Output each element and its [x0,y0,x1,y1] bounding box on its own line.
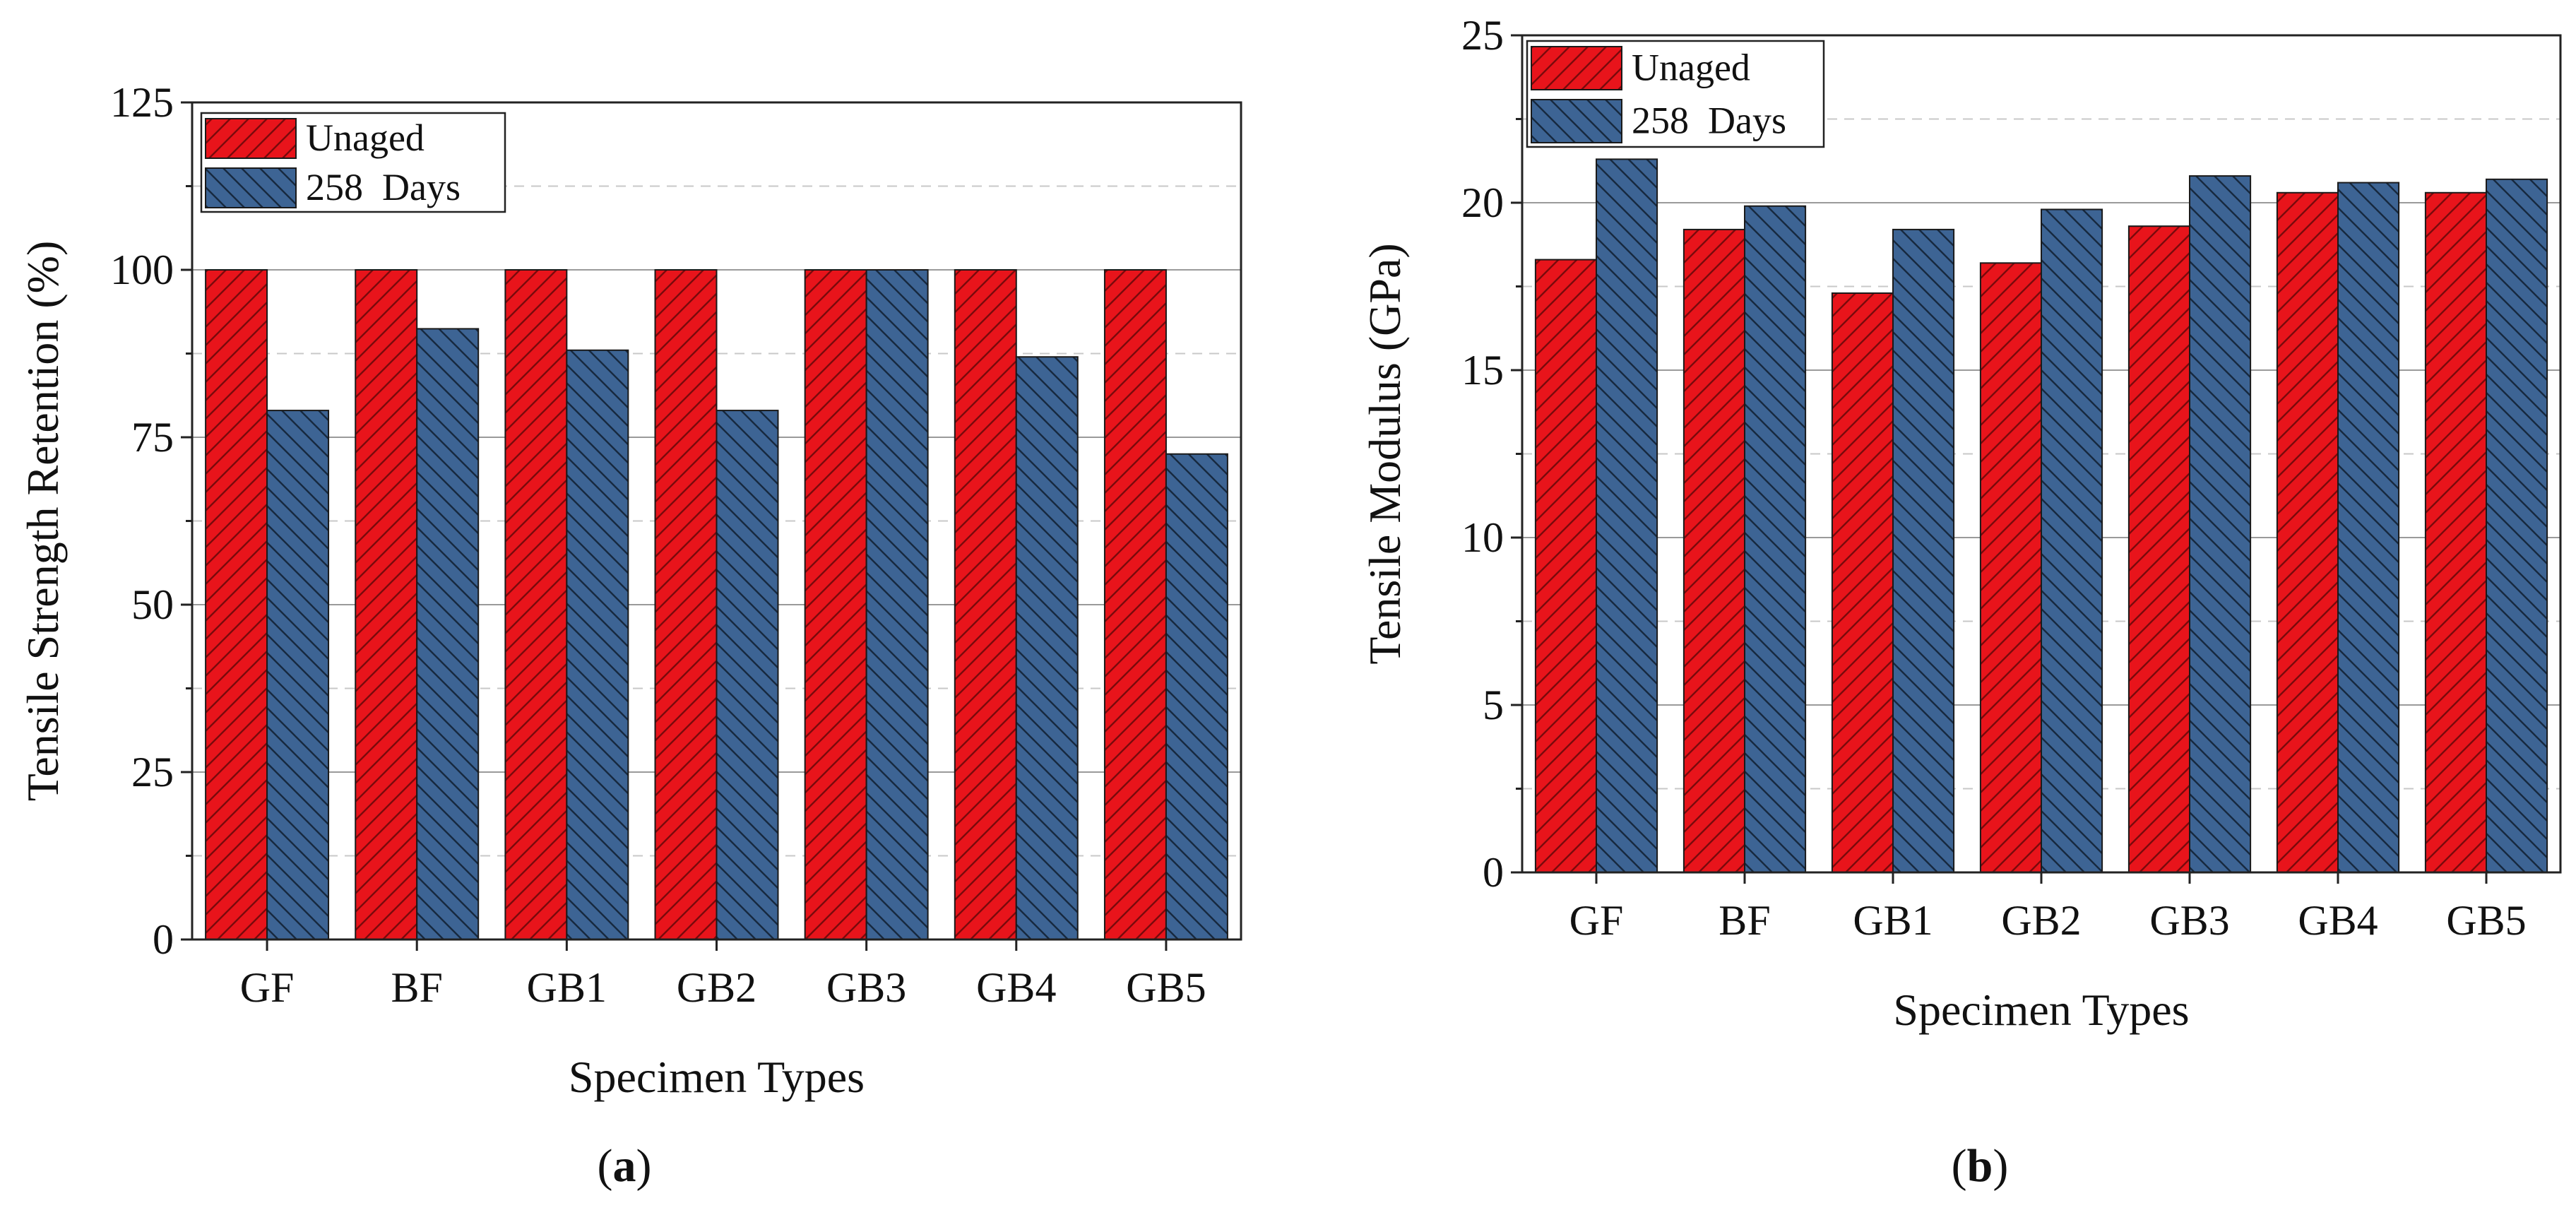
x-tick-label: GF [1569,897,1624,944]
bar-aged-gb3 [865,269,929,940]
bar-aged-gb1 [1892,228,1955,874]
bar-aged-gb2 [716,410,779,940]
bar-aged-gb4 [1015,356,1079,940]
legend: Unaged 258 Days [200,112,506,213]
bar-aged-gb5 [2486,178,2548,873]
legend-swatch-aged [205,167,297,208]
caption-letter: b [1967,1140,1993,1192]
y-tick-label: 10 [1461,514,1504,561]
bar-unaged-gb1 [1831,292,1894,874]
legend-swatch-unaged [205,118,297,159]
bar-unaged-gb3 [804,269,867,940]
legend-label-aged: 258 Days [306,166,461,208]
y-tick-label: 100 [110,247,174,293]
bar-unaged-gb2 [654,269,718,940]
y-tick-label: 20 [1461,179,1504,226]
legend-swatch-unaged [1531,46,1622,90]
x-axis-label: Specimen Types [1893,985,2189,1035]
x-tick-label: GB3 [826,964,906,1011]
y-tick-label: 15 [1461,347,1504,393]
bar-aged-gb3 [2189,175,2252,873]
x-tick-label: GB3 [2149,897,2229,944]
caption-open-paren: ( [598,1140,613,1192]
panel-caption: (b) [1952,1140,2009,1192]
x-tick-label: GB2 [2001,897,2081,944]
x-axis-label: Specimen Types [569,1052,865,1102]
bar-aged-gb1 [566,349,629,940]
caption-close-paren: ) [636,1140,652,1192]
x-tick-label: BF [391,964,443,1011]
x-tick-label: GB1 [527,964,607,1011]
y-tick-label: 125 [110,79,174,126]
bar-aged-gb4 [2337,182,2400,873]
bar-aged-gb2 [2041,208,2103,874]
x-tick-label: GB4 [976,964,1056,1011]
bar-unaged-gb4 [2276,191,2339,873]
panel-caption: (a) [598,1140,652,1192]
x-tick-label: GB5 [2446,897,2526,944]
bar-unaged-gb4 [954,269,1017,940]
bar-aged-gf [1596,158,1658,873]
chart-panel-b: GF BF GB1 GB2 GB3 GB4 GB5 0 5 10 15 20 25 Specimen Ty… [1360,12,2562,1192]
y-tick-label: 0 [1483,849,1504,896]
x-tick-label: GB5 [1126,964,1206,1011]
legend-label-unaged: Unaged [306,117,425,159]
legend: Unaged 258 Days [1526,40,1825,148]
chart-panel-a: GF BF GB1 GB2 GB3 GB4 GB5 0 25 50 75 100 125 Specimen… [18,79,1242,1192]
x-tick-label: GB2 [677,964,756,1011]
y-tick-label: 75 [131,414,174,461]
bar-unaged-gb2 [1979,262,2042,873]
legend-label-aged: 258 Days [1632,100,1786,142]
bar-aged-gf [266,410,330,940]
legend-label-unaged: Unaged [1632,47,1750,89]
bar-unaged-bf [1682,228,1745,874]
y-tick-label: 0 [153,916,174,963]
caption-open-paren: ( [1952,1140,1967,1192]
bar-aged-gb5 [1165,453,1228,940]
y-tick-label: 25 [1461,12,1504,59]
bar-unaged-gb3 [2127,225,2190,873]
caption-letter: a [613,1140,636,1192]
x-tick-label: GB4 [2298,897,2378,944]
caption-close-paren: ) [1993,1140,2008,1192]
x-tick-label: GB1 [1853,897,1933,944]
bar-unaged-gb5 [2424,191,2487,873]
legend-swatch-aged [1531,99,1622,143]
x-tick-label: GF [240,964,295,1011]
y-tick-label: 5 [1483,682,1504,728]
bar-unaged-bf [355,269,418,940]
bar-aged-bf [1744,205,1807,873]
bar-unaged-gf [1534,259,1597,873]
y-axis-label: Tensile Strength Retention (%) [18,241,68,802]
bar-unaged-gb5 [1103,269,1167,940]
y-tick-label: 25 [131,749,174,795]
y-axis-label: Tensile Modulus (GPa) [1360,243,1410,664]
bar-unaged-gb1 [504,269,568,940]
x-tick-label: BF [1719,897,1770,944]
bar-aged-bf [416,328,480,940]
bar-unaged-gf [205,269,268,940]
y-tick-label: 50 [131,581,174,628]
